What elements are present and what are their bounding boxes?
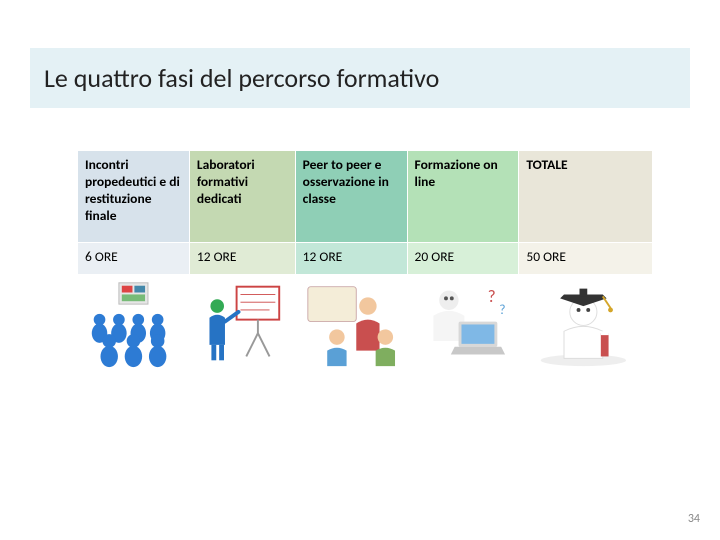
img-peer xyxy=(295,275,407,373)
cell-4: 50 ORE xyxy=(519,243,653,275)
phases-table: Incontri propedeutici e di restituzione … xyxy=(77,150,653,373)
cell-1: 12 ORE xyxy=(189,243,295,275)
graduate-icon xyxy=(521,277,650,370)
img-audience xyxy=(78,275,190,373)
laptop-learn-icon: ? ? xyxy=(410,277,517,370)
col-header-2: Peer to peer e osservazione in classe xyxy=(295,151,407,243)
audience-icon xyxy=(80,277,187,370)
svg-text:?: ? xyxy=(487,285,495,307)
flipchart-icon xyxy=(192,277,293,370)
table-data-row: 6 ORE 12 ORE 12 ORE 20 ORE 50 ORE xyxy=(78,243,653,275)
img-laptop: ? ? xyxy=(407,275,519,373)
col-header-0: Incontri propedeutici e di restituzione … xyxy=(78,151,190,243)
cell-2: 12 ORE xyxy=(295,243,407,275)
cell-0: 6 ORE xyxy=(78,243,190,275)
col-header-4: TOTALE xyxy=(519,151,653,243)
cell-3: 20 ORE xyxy=(407,243,519,275)
page-number: 34 xyxy=(688,512,700,526)
svg-text:?: ? xyxy=(499,301,505,318)
col-header-3: Formazione on line xyxy=(407,151,519,243)
peer-icon xyxy=(298,277,405,370)
img-graduate xyxy=(519,275,653,373)
img-flipchart xyxy=(189,275,295,373)
title-bar: Le quattro fasi del percorso formativo xyxy=(30,48,690,108)
page-title: Le quattro fasi del percorso formativo xyxy=(44,62,439,94)
table-header-row: Incontri propedeutici e di restituzione … xyxy=(78,151,653,243)
table-image-row: ? ? xyxy=(78,275,653,373)
col-header-1: Laboratori formativi dedicati xyxy=(189,151,295,243)
